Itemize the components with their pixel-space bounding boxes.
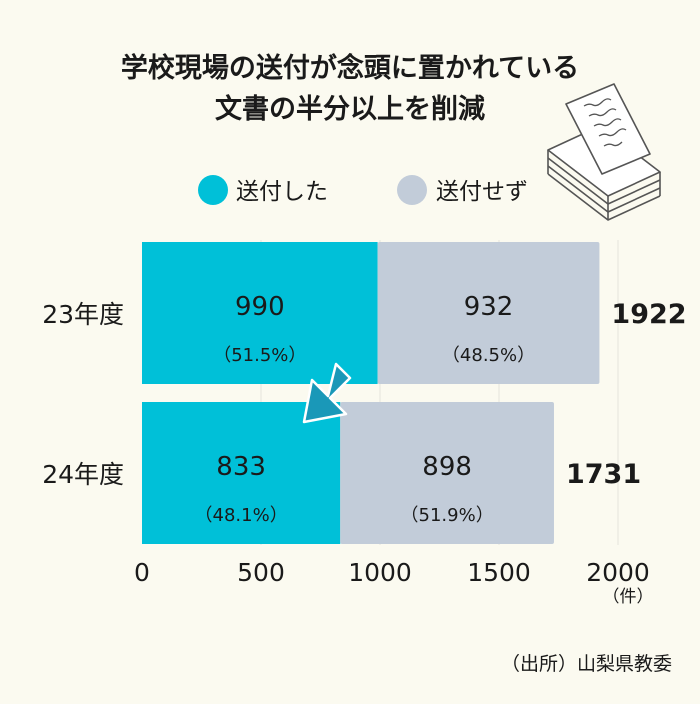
bar-percent-label: （48.1%）: [195, 505, 288, 526]
bar-value-label: 990: [235, 292, 285, 322]
x-tick-label: 2000: [586, 558, 650, 587]
decrease-arrow-icon: [302, 362, 352, 424]
document-stack-icon: [547, 83, 661, 221]
bar-value-label: 932: [464, 292, 514, 322]
x-tick-label: 0: [134, 558, 150, 587]
bar-sent-0: [142, 242, 378, 384]
x-axis: 0 500 1000 1500 2000: [134, 558, 650, 587]
bar-sent-1: [142, 402, 341, 544]
source-note: （出所）山梨県教委: [501, 653, 672, 675]
category-label: 23年度: [42, 300, 124, 329]
bar-percent-label: （51.9%）: [401, 505, 494, 526]
category-label: 24年度: [42, 460, 124, 489]
legend-swatch-sent: [198, 175, 228, 205]
x-axis-unit: （件）: [603, 587, 654, 607]
bar-value-label: 898: [422, 452, 472, 482]
bars: [142, 242, 600, 544]
legend-label-sent: 送付した: [236, 179, 328, 205]
data-labels: 990 （51.5%） 932 （48.5%） 23年度 1922 833 （48.1%） 89…: [42, 292, 686, 526]
x-tick-label: 1000: [348, 558, 412, 587]
bar-percent-label: （48.5%）: [442, 345, 535, 366]
x-tick-label: 500: [237, 558, 285, 587]
bar-not-sent-1: [340, 402, 554, 544]
chart-title-line-2: 文書の半分以上を削減: [215, 93, 485, 125]
legend-swatch-not-sent: [397, 175, 427, 205]
legend-label-not-sent: 送付せず: [436, 179, 528, 205]
bar-percent-label: （51.5%）: [213, 345, 306, 366]
x-tick-label: 1500: [467, 558, 531, 587]
bar-not-sent-0: [377, 242, 600, 384]
total-label: 1731: [566, 459, 641, 490]
chart-title-line-1: 学校現場の送付が念頭に置かれている: [121, 52, 579, 84]
bar-value-label: 833: [216, 452, 266, 482]
total-label: 1922: [611, 299, 686, 330]
legend: 送付した 送付せず: [198, 175, 528, 205]
